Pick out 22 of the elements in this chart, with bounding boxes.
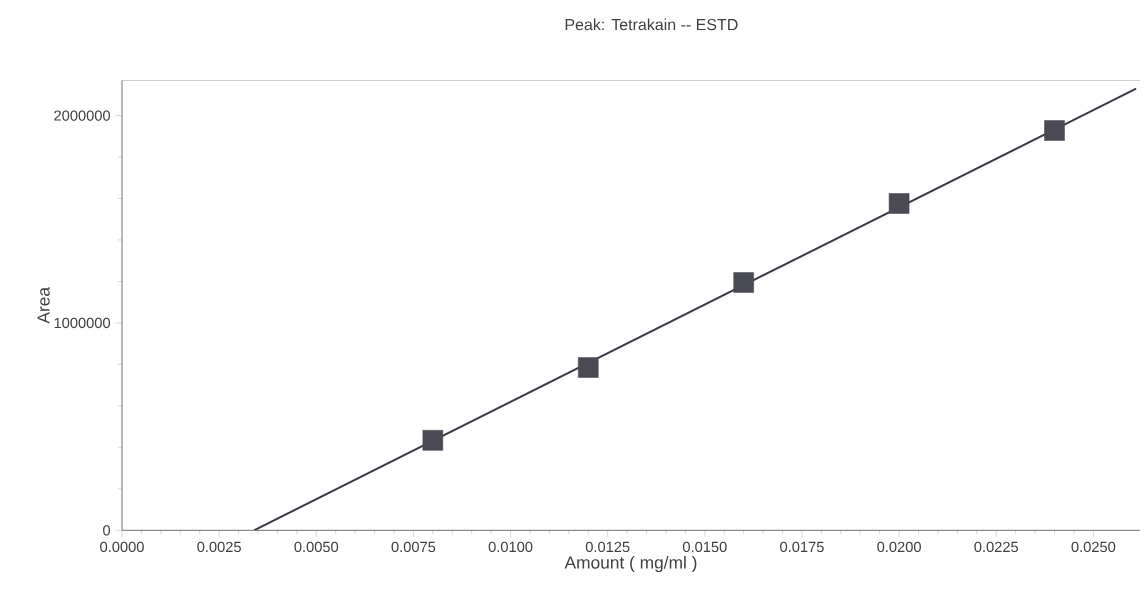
y-tick-label: 0 — [103, 525, 111, 536]
x-tick-label: 0.0175 — [780, 541, 824, 553]
x-tick-label: 0.0150 — [682, 541, 727, 553]
y-tick-label: 1000000 — [54, 317, 111, 329]
point — [1044, 120, 1065, 141]
point — [733, 272, 754, 293]
x-axis-title: Amount ( mg/ml ) — [564, 555, 697, 573]
x-tick-label: 0.0100 — [488, 541, 533, 553]
x-tick-label: 0.0025 — [197, 541, 241, 553]
x-tick-label: 0.0125 — [585, 541, 630, 553]
point — [422, 430, 444, 451]
x-tick-label: 0.0225 — [974, 541, 1019, 553]
chart-title: Peak: Tetrakain -- ESTD — [565, 18, 738, 31]
x-tick-label: 0.0000 — [100, 541, 144, 553]
point — [888, 193, 910, 214]
point — [577, 357, 599, 378]
y-tick-label: 2000000 — [54, 110, 111, 121]
y-axis-title: Area — [37, 287, 50, 324]
x-tick-label: 0.0050 — [294, 541, 339, 553]
x-tick-label: 0.0250 — [1071, 541, 1116, 553]
x-tick-label: 0.0200 — [877, 541, 921, 553]
x-tick-label: 0.0075 — [391, 541, 436, 553]
